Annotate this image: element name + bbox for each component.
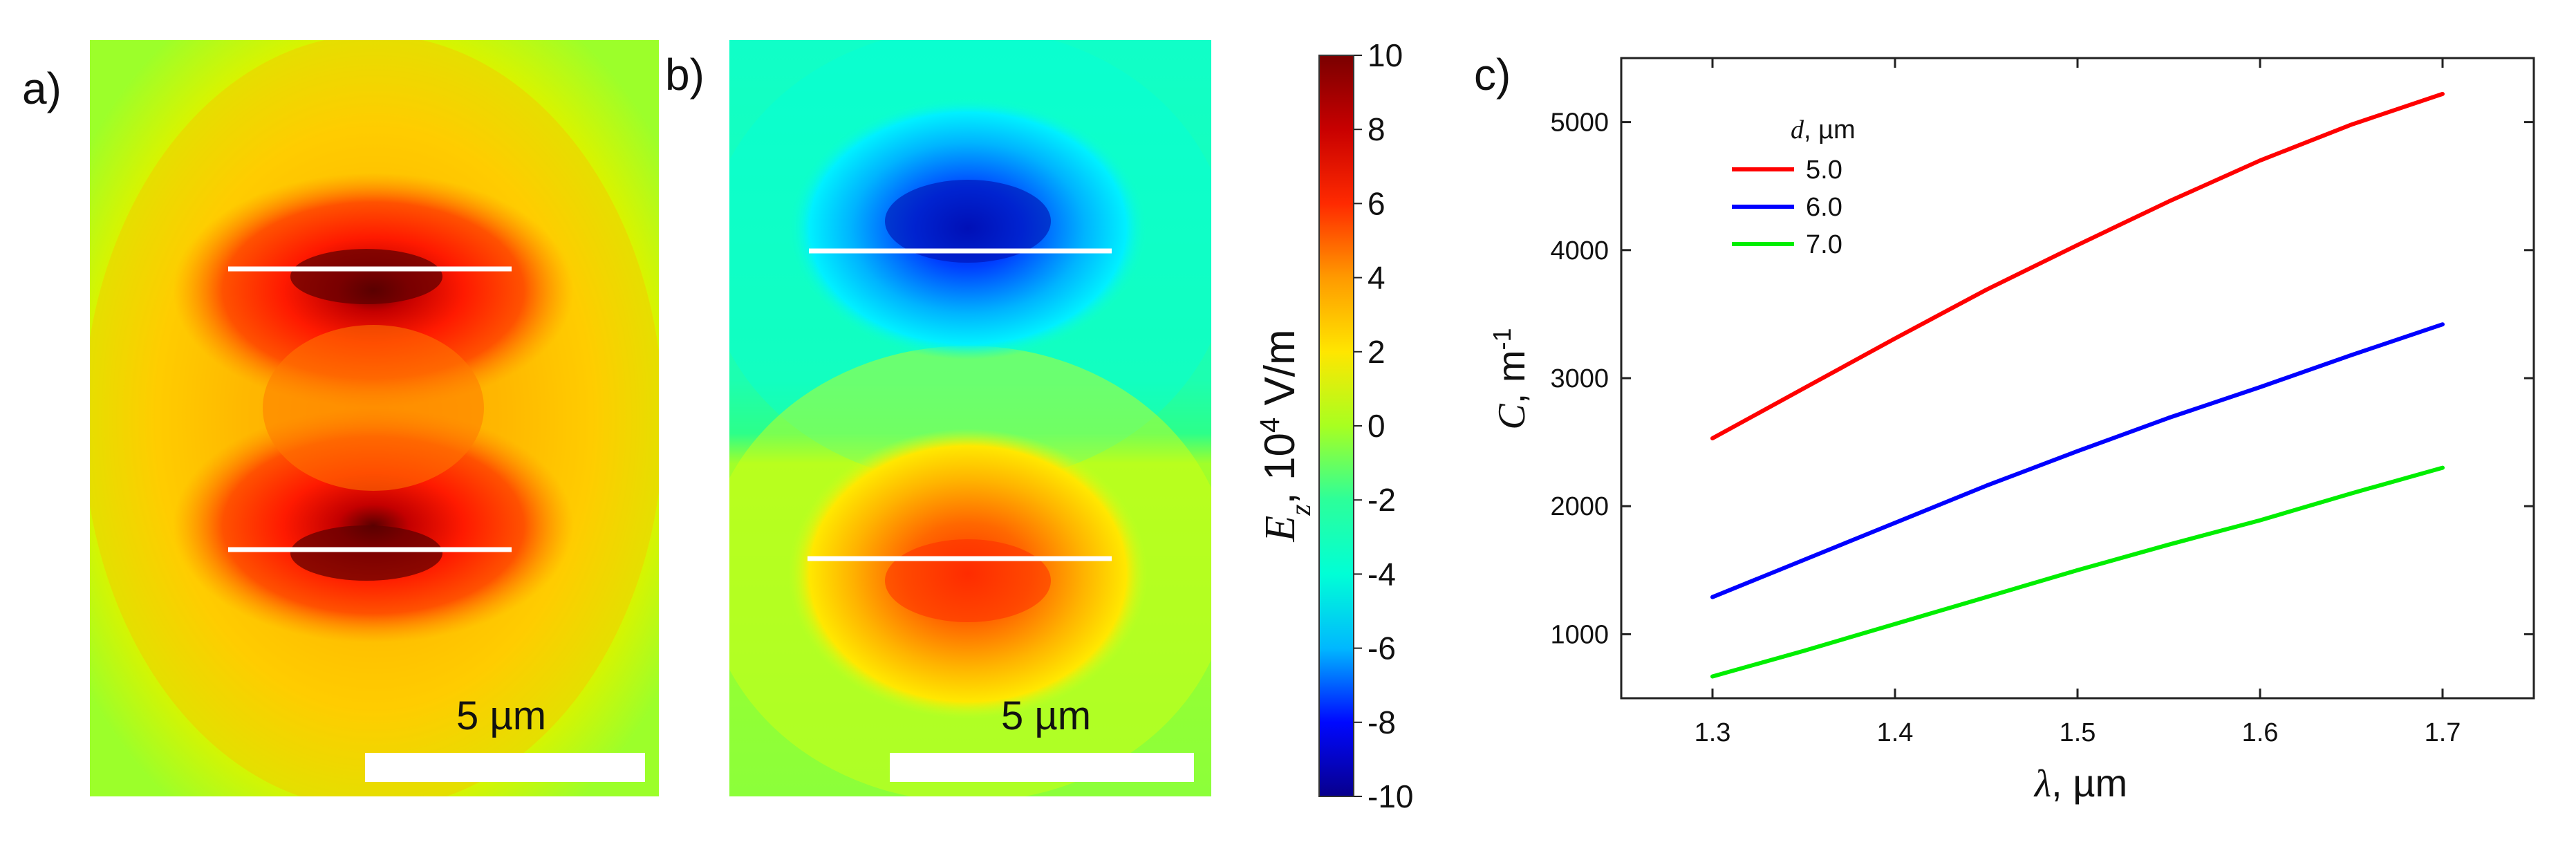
x-tick-label: 1.7 xyxy=(2425,718,2461,747)
legend-label-5.0: 5.0 xyxy=(1806,156,1842,185)
panel-b: b) 5 µm xyxy=(665,40,1211,796)
colorbar-tick-label: 0 xyxy=(1368,408,1385,444)
y-axis-label-exponent: -1 xyxy=(1488,328,1516,350)
y-tick-label: 5000 xyxy=(1550,109,1609,138)
colorbar-tick-label: -6 xyxy=(1368,630,1396,666)
x-tick-label: 1.5 xyxy=(2060,718,2096,747)
chart-panel-label: c) xyxy=(1474,50,1511,100)
legend-label-7.0: 7.0 xyxy=(1806,230,1842,259)
chart-series xyxy=(1710,91,2445,679)
panel-b-label: b) xyxy=(665,50,704,100)
legend-items: 5.0 6.0 7.0 xyxy=(1732,156,1842,259)
panel-a-field-map xyxy=(90,40,659,796)
panel-b-field-map xyxy=(729,40,1211,796)
y-axis-label-unit: , m xyxy=(1489,350,1533,404)
colorbar-tick-label: 2 xyxy=(1368,334,1385,370)
x-tick-label: 1.3 xyxy=(1695,718,1731,747)
plot-area-frame xyxy=(1620,57,2535,700)
panel-a-scale-bar xyxy=(365,753,645,782)
colorbar-tick-label: 8 xyxy=(1368,111,1385,147)
colorbar-label: Ez, 104 V/m xyxy=(1255,329,1317,542)
colorbar-tick-label: -4 xyxy=(1368,556,1396,592)
colorbar-tick-label: -8 xyxy=(1368,704,1396,740)
colorbar-label-unit-prefix: , 10 xyxy=(1256,433,1304,504)
panel-b-scale-bar-label: 5 µm xyxy=(1001,693,1091,738)
colorbar-ticks: 10 8 6 4 2 0 -2 -4 -6 -8 -10 xyxy=(1354,37,1413,814)
series-line-7.0 xyxy=(1710,465,2445,679)
colorbar-tick-label: 10 xyxy=(1368,37,1403,73)
x-axis-label-symbol: λ xyxy=(2033,763,2051,805)
y-tick-label: 4000 xyxy=(1550,236,1609,265)
legend-label-6.0: 6.0 xyxy=(1806,193,1842,222)
colorbar-tick-label: 6 xyxy=(1368,185,1385,221)
panel-a-scale-bar-label: 5 µm xyxy=(456,693,546,738)
chart-axes: 1.3 1.4 1.5 1.6 1.7 1000 2000 3000 4000 5000 xyxy=(1550,58,2534,747)
colorbar-tick-label: 4 xyxy=(1368,260,1385,296)
x-axis-label-unit: , µm xyxy=(2051,761,2127,805)
colorbar-label-unit-suffix: V/m xyxy=(1256,329,1304,417)
colorbar-label-subscript: z xyxy=(1285,504,1317,516)
panel-b-scale-bar xyxy=(890,753,1194,782)
legend-title-unit: , µm xyxy=(1804,115,1856,144)
x-tick-label: 1.6 xyxy=(2242,718,2279,747)
y-tick-label: 3000 xyxy=(1550,364,1609,393)
y-axis-label: C, m-1 xyxy=(1488,328,1534,429)
colorbar-label-exponent: 4 xyxy=(1255,418,1285,433)
y-axis-label-symbol: C xyxy=(1491,404,1533,430)
colorbar-tick-label: -2 xyxy=(1368,482,1396,518)
x-tick-label: 1.4 xyxy=(1877,718,1914,747)
colorbar-label-symbol: E xyxy=(1257,516,1304,543)
x-axis-label: λ, µm xyxy=(2033,761,2127,805)
panel-a-label: a) xyxy=(22,64,62,113)
panel-c: c) 1.3 1.4 1.5 1.6 1.7 1000 2000 3000 4000 5000 d… xyxy=(1474,50,2535,805)
series-line-6.0 xyxy=(1710,322,2445,599)
y-tick-label: 2000 xyxy=(1550,492,1609,521)
legend-title-symbol: d xyxy=(1791,115,1804,144)
colorbar-tick-label: -10 xyxy=(1368,778,1413,814)
series-line-5.0 xyxy=(1710,91,2445,440)
legend-title: d, µm xyxy=(1791,115,1856,144)
colorbar-gradient xyxy=(1318,55,1354,797)
chart-legend: d, µm 5.0 6.0 7.0 xyxy=(1732,115,1856,259)
y-tick-label: 1000 xyxy=(1550,620,1609,649)
panel-a: a) 5 µm xyxy=(22,40,659,796)
